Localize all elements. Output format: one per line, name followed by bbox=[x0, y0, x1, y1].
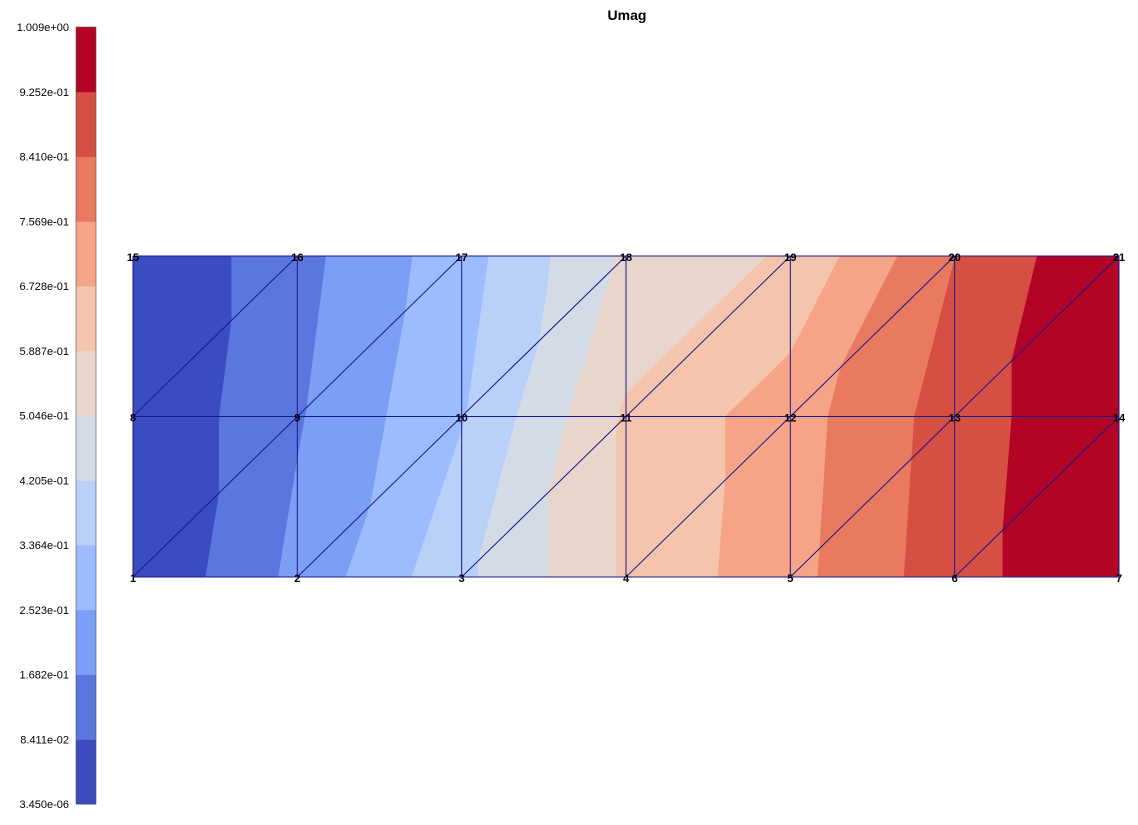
colorbar-level-2 bbox=[76, 609, 96, 675]
node-label-6: 6 bbox=[952, 573, 958, 585]
colorbar-tick-label: 3.450e-06 bbox=[19, 799, 69, 811]
node-label-11: 11 bbox=[620, 413, 632, 425]
colorbar-tick-label: 5.887e-01 bbox=[19, 346, 69, 358]
node-label-13: 13 bbox=[949, 413, 961, 425]
colorbar-tick-label: 7.569e-01 bbox=[19, 216, 69, 228]
mesh-edge bbox=[625, 416, 791, 578]
node-label-10: 10 bbox=[456, 413, 468, 425]
node-label-4: 4 bbox=[623, 573, 630, 585]
colorbar-tick-label: 8.410e-01 bbox=[19, 152, 69, 164]
colorbar-level-9 bbox=[76, 156, 96, 222]
colorbar-tick-label: 3.364e-01 bbox=[19, 540, 69, 552]
mesh-edge bbox=[132, 255, 298, 417]
colorbar-tick-label: 6.728e-01 bbox=[19, 281, 69, 293]
colorbar-tick-label: 5.046e-01 bbox=[19, 411, 69, 423]
colorbar-tick-label: 9.252e-01 bbox=[19, 87, 69, 99]
mesh-edge bbox=[461, 416, 627, 578]
colorbar-level-8 bbox=[76, 221, 96, 287]
colorbar-level-7 bbox=[76, 286, 96, 352]
colorbar-level-5 bbox=[76, 415, 96, 481]
colorbar-tick-label: 1.682e-01 bbox=[19, 670, 69, 682]
mesh-edges bbox=[132, 255, 1120, 578]
contour-band bbox=[616, 415, 627, 578]
node-label-3: 3 bbox=[459, 573, 465, 585]
colorbar-tick-label: 2.523e-01 bbox=[19, 605, 69, 617]
mesh-edge bbox=[296, 416, 463, 578]
node-label-17: 17 bbox=[456, 252, 468, 264]
node-label-21: 21 bbox=[1113, 252, 1125, 264]
colorbar-level-3 bbox=[76, 545, 96, 611]
mesh-edge bbox=[954, 255, 1120, 417]
mesh-edge bbox=[954, 416, 1120, 578]
colorbar-tick-label: 1.009e+00 bbox=[17, 22, 69, 34]
colorbar-tick-label: 4.205e-01 bbox=[19, 475, 69, 487]
mesh-edge bbox=[461, 255, 627, 417]
node-label-20: 20 bbox=[949, 252, 961, 264]
node-label-5: 5 bbox=[787, 573, 793, 585]
colorbar-level-11 bbox=[76, 27, 96, 93]
mesh-edge bbox=[625, 255, 791, 417]
node-label-2: 2 bbox=[294, 573, 300, 585]
mesh-edge bbox=[789, 255, 956, 417]
node-label-9: 9 bbox=[294, 413, 300, 425]
colorbar-level-1 bbox=[76, 674, 96, 740]
colorbar bbox=[75, 26, 97, 805]
colorbar-tick-label: 8.411e-02 bbox=[20, 734, 69, 746]
node-label-19: 19 bbox=[784, 252, 796, 264]
node-label-14: 14 bbox=[1113, 413, 1126, 425]
colorbar-level-6 bbox=[76, 350, 96, 416]
node-label-18: 18 bbox=[620, 252, 632, 264]
mesh-edge bbox=[296, 255, 463, 417]
node-label-15: 15 bbox=[127, 252, 139, 264]
mesh-edge bbox=[789, 416, 956, 578]
node-label-12: 12 bbox=[784, 413, 796, 425]
mesh-edge bbox=[132, 416, 298, 578]
colorbar-frame bbox=[75, 26, 97, 805]
node-label-8: 8 bbox=[130, 413, 136, 425]
node-label-7: 7 bbox=[1116, 573, 1122, 585]
node-label-16: 16 bbox=[291, 252, 303, 264]
colorbar-ticks: 1.009e+00 9.252e-01 8.410e-01 7.569e-01 6.72… bbox=[17, 22, 69, 811]
node-label-1: 1 bbox=[130, 573, 136, 585]
colorbar-level-0 bbox=[76, 739, 96, 805]
colorbar-level-4 bbox=[76, 480, 96, 546]
colorbar-level-10 bbox=[76, 91, 96, 157]
chart-title: Umag bbox=[608, 7, 647, 23]
